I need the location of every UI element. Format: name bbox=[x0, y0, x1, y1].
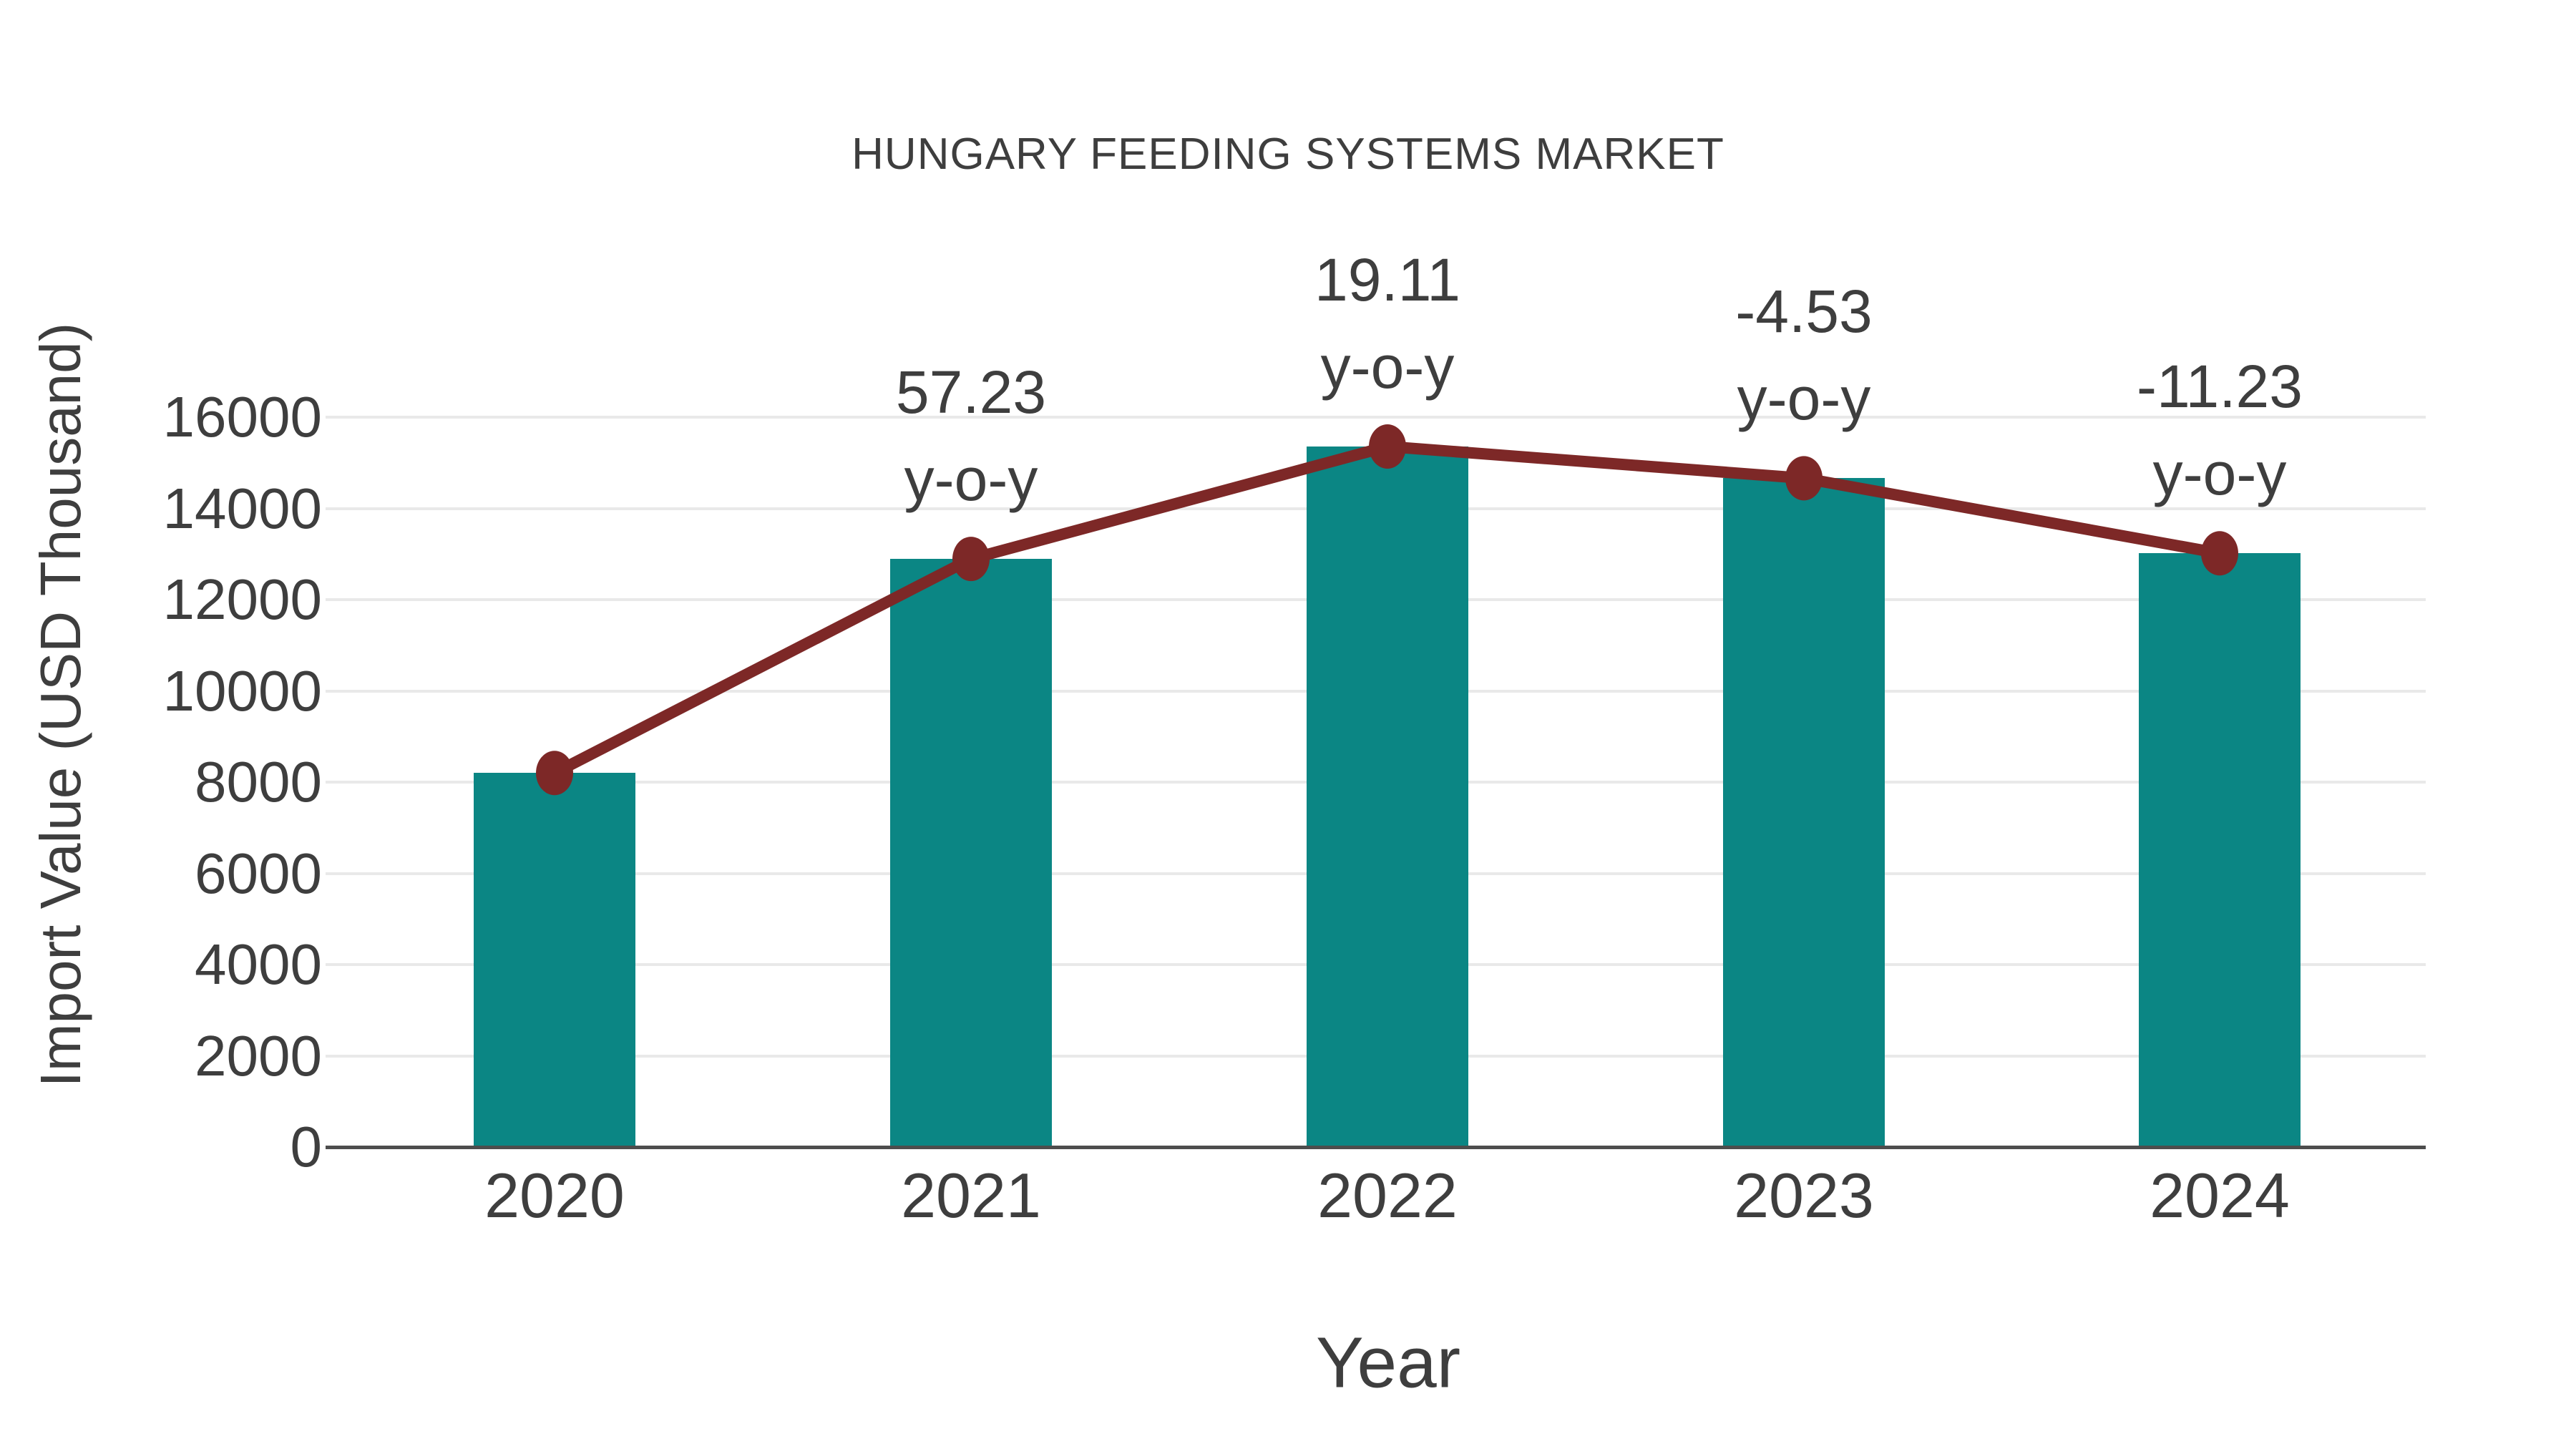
gridline-16000 bbox=[326, 416, 2426, 419]
x-tick-label-2024: 2024 bbox=[2150, 1160, 2290, 1231]
yoy-annotation-2021: 57.23 y-o-y bbox=[792, 348, 1150, 523]
yoy-value-2024: -11.23 bbox=[2137, 353, 2303, 421]
y-tick-label-10000: 10000 bbox=[162, 658, 322, 723]
y-tick-label-6000: 6000 bbox=[195, 841, 322, 905]
y-tick-label-12000: 12000 bbox=[162, 567, 322, 631]
x-tick-label-2023: 2023 bbox=[1734, 1160, 1874, 1231]
yoy-suffix-2022: y-o-y bbox=[1320, 333, 1455, 401]
yoy-value-2022: 19.11 bbox=[1314, 245, 1460, 313]
y-tick-label-4000: 4000 bbox=[195, 932, 322, 996]
x-tick-label-2022: 2022 bbox=[1317, 1160, 1458, 1231]
yoy-suffix-2024: y-o-y bbox=[2152, 440, 2287, 508]
y-tick-label-2000: 2000 bbox=[195, 1023, 322, 1088]
yoy-annotation-2022: 19.11 y-o-y bbox=[1209, 236, 1566, 411]
yoy-annotation-2024: -11.23 y-o-y bbox=[2041, 343, 2399, 517]
x-tick-label-2020: 2020 bbox=[484, 1160, 625, 1231]
bar-2022 bbox=[1307, 446, 1468, 1147]
yoy-suffix-2021: y-o-y bbox=[904, 446, 1038, 514]
bar-2024 bbox=[2139, 553, 2301, 1147]
bar-2021 bbox=[890, 559, 1052, 1147]
y-tick-label-14000: 14000 bbox=[162, 476, 322, 540]
x-axis-line bbox=[326, 1146, 2426, 1149]
y-tick-label-16000: 16000 bbox=[162, 385, 322, 449]
yoy-suffix-2023: y-o-y bbox=[1737, 365, 1871, 433]
x-tick-label-2021: 2021 bbox=[901, 1160, 1041, 1231]
bar-2023 bbox=[1723, 478, 1885, 1147]
chart-title: HUNGARY FEEDING SYSTEMS MARKET bbox=[852, 130, 1724, 179]
x-axis-title: Year bbox=[1315, 1322, 1461, 1403]
yoy-annotation-2023: -4.53 y-o-y bbox=[1625, 268, 1983, 442]
yoy-value-2021: 57.23 bbox=[895, 358, 1047, 426]
yoy-value-2023: -4.53 bbox=[1735, 278, 1873, 346]
y-tick-label-0: 0 bbox=[290, 1115, 323, 1179]
y-tick-label-8000: 8000 bbox=[195, 750, 322, 814]
bar-2020 bbox=[474, 773, 635, 1147]
